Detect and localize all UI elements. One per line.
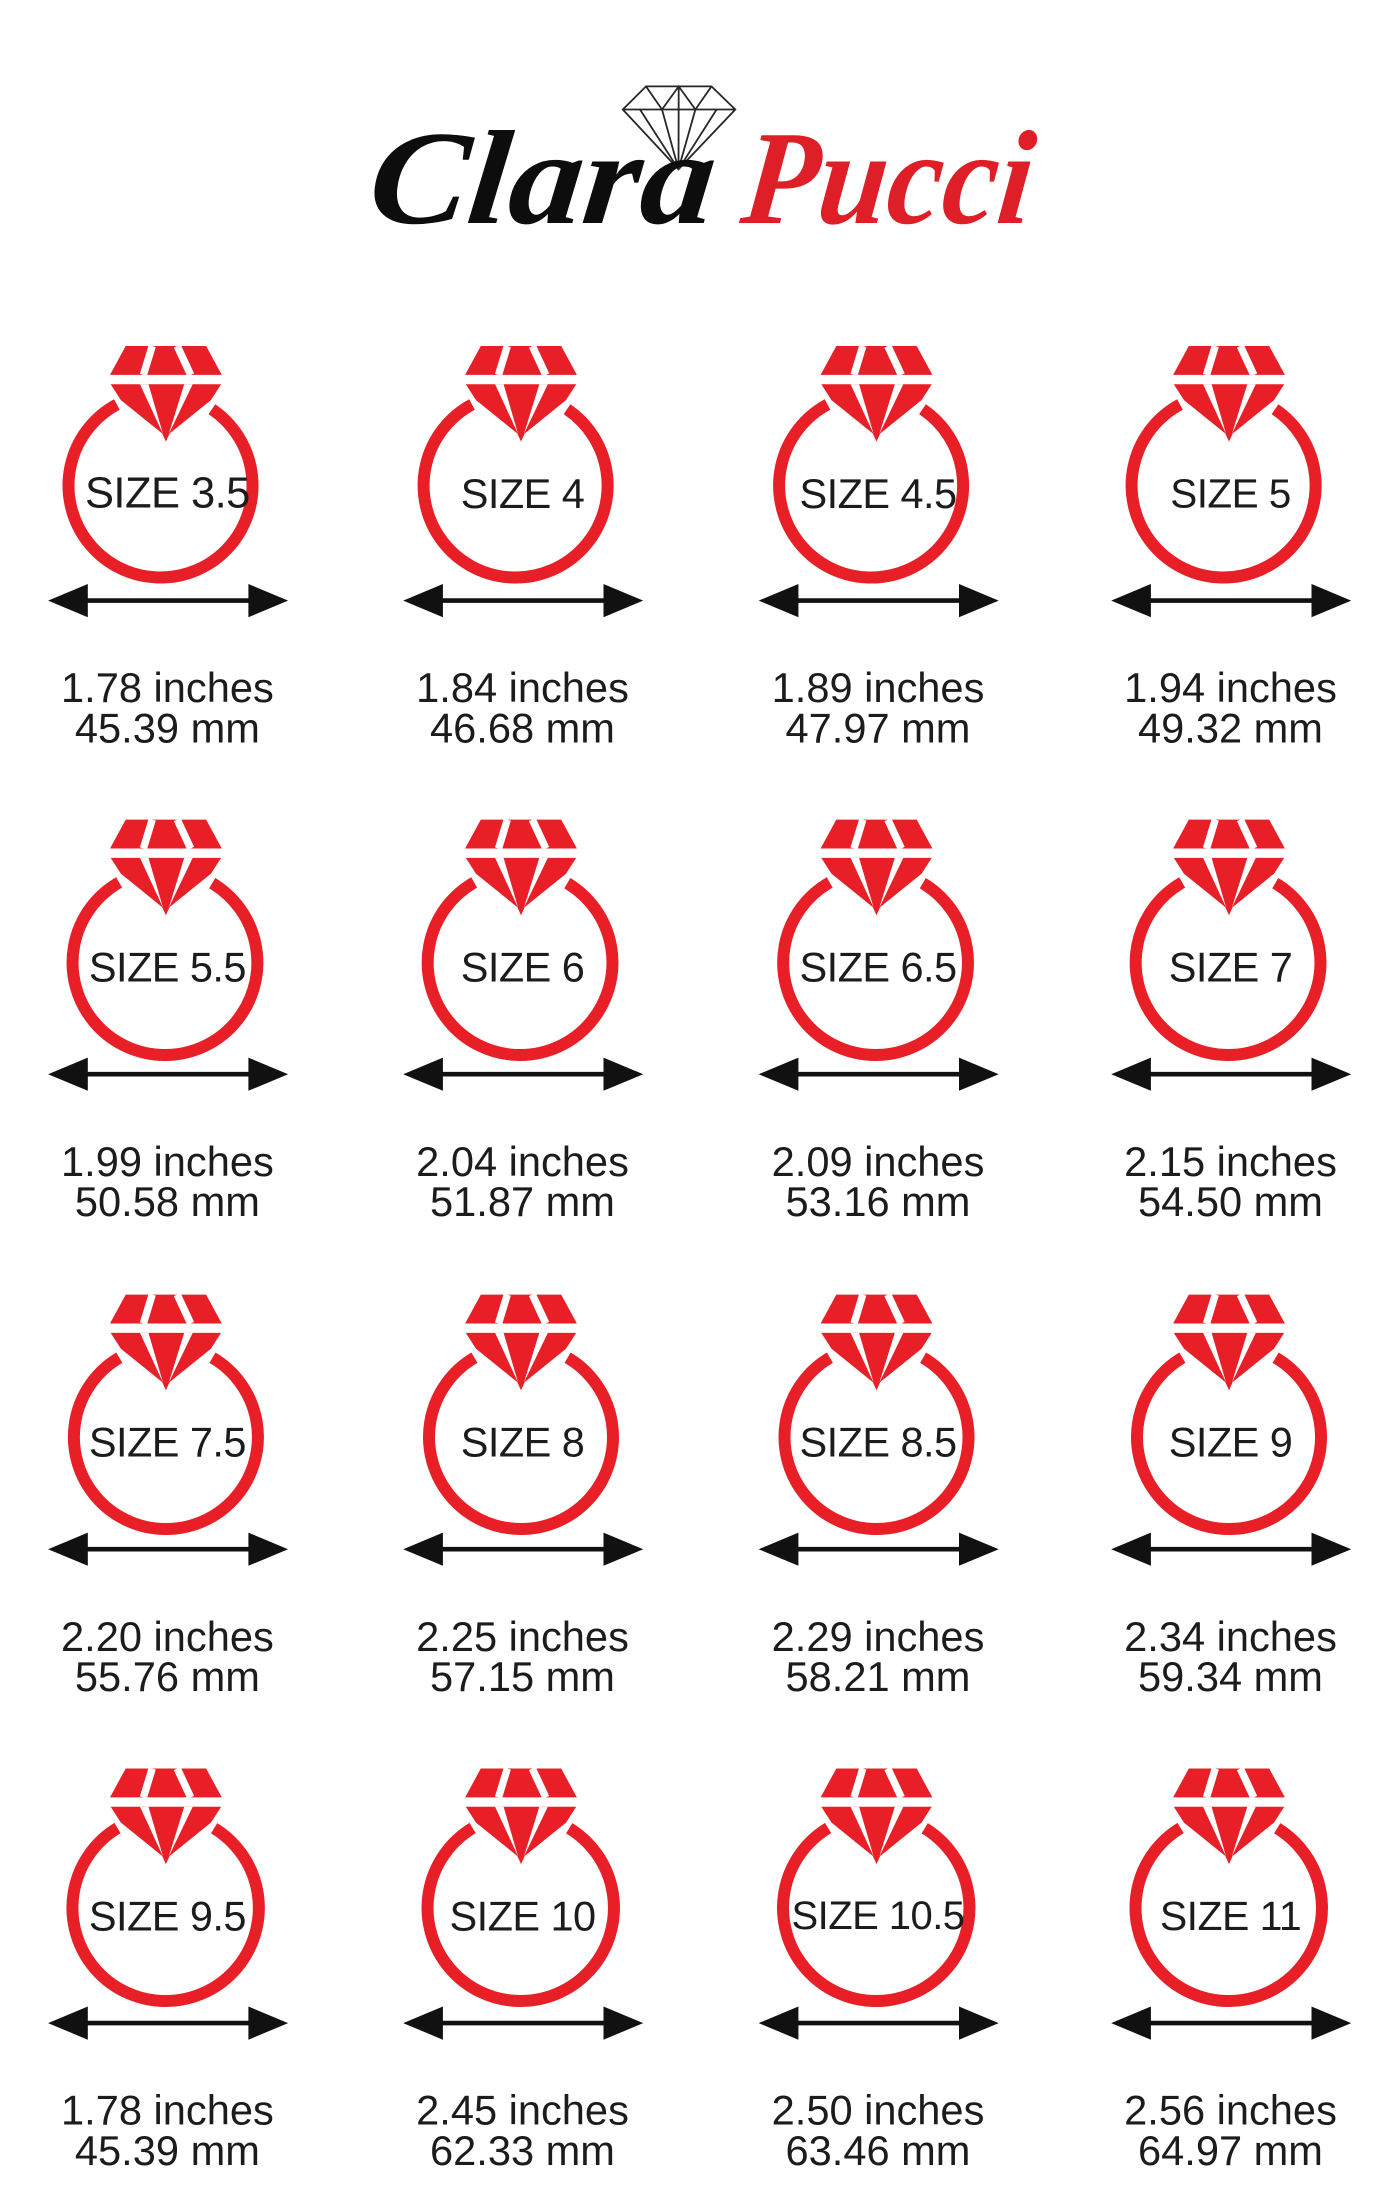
svg-text:54.50 mm: 54.50 mm bbox=[1138, 1178, 1323, 1225]
svg-text:SIZE 6.5: SIZE 6.5 bbox=[799, 944, 956, 991]
svg-text:2.50 inches: 2.50 inches bbox=[772, 2087, 985, 2134]
svg-text:55.76 mm: 55.76 mm bbox=[75, 1653, 260, 1700]
svg-text:2.29 inches: 2.29 inches bbox=[772, 1613, 985, 1660]
svg-text:1.84 inches: 1.84 inches bbox=[416, 664, 629, 711]
svg-text:2.15 inches: 2.15 inches bbox=[1124, 1138, 1337, 1185]
svg-text:SIZE 4: SIZE 4 bbox=[461, 470, 585, 517]
svg-text:2.09 inches: 2.09 inches bbox=[772, 1138, 985, 1185]
svg-text:2.04 inches: 2.04 inches bbox=[416, 1138, 629, 1185]
svg-text:63.46 mm: 63.46 mm bbox=[786, 2127, 971, 2174]
svg-text:SIZE 9.5: SIZE 9.5 bbox=[89, 1893, 246, 1940]
svg-text:SIZE 5: SIZE 5 bbox=[1170, 471, 1291, 517]
svg-text:SIZE 7.5: SIZE 7.5 bbox=[89, 1419, 246, 1466]
svg-text:SIZE 5.5: SIZE 5.5 bbox=[89, 944, 246, 991]
svg-text:SIZE 7: SIZE 7 bbox=[1169, 944, 1293, 991]
svg-text:64.97 mm: 64.97 mm bbox=[1138, 2127, 1323, 2174]
svg-text:2.56 inches: 2.56 inches bbox=[1124, 2087, 1337, 2134]
svg-text:50.58 mm: 50.58 mm bbox=[75, 1178, 260, 1225]
svg-text:62.33 mm: 62.33 mm bbox=[430, 2127, 615, 2174]
svg-text:SIZE 10.5: SIZE 10.5 bbox=[792, 1894, 965, 1938]
svg-text:SIZE 4.5: SIZE 4.5 bbox=[799, 470, 956, 517]
svg-text:1.99 inches: 1.99 inches bbox=[61, 1138, 274, 1185]
svg-text:SIZE 3.5: SIZE 3.5 bbox=[85, 470, 250, 518]
svg-text:SIZE 8: SIZE 8 bbox=[461, 1419, 585, 1466]
svg-text:49.32 mm: 49.32 mm bbox=[1138, 705, 1323, 752]
svg-text:59.34 mm: 59.34 mm bbox=[1138, 1653, 1323, 1700]
svg-text:45.39 mm: 45.39 mm bbox=[75, 2127, 260, 2174]
svg-text:SIZE 8.5: SIZE 8.5 bbox=[799, 1419, 956, 1466]
svg-text:SIZE 9: SIZE 9 bbox=[1169, 1419, 1293, 1466]
svg-text:1.94 inches: 1.94 inches bbox=[1124, 664, 1337, 711]
svg-text:45.39 mm: 45.39 mm bbox=[75, 705, 260, 752]
svg-text:1.78 inches: 1.78 inches bbox=[61, 664, 274, 711]
svg-text:1.89 inches: 1.89 inches bbox=[772, 664, 985, 711]
svg-text:SIZE 6: SIZE 6 bbox=[461, 944, 585, 991]
svg-text:SIZE 11: SIZE 11 bbox=[1160, 1893, 1301, 1939]
svg-text:2.34 inches: 2.34 inches bbox=[1124, 1613, 1337, 1660]
svg-text:1.78 inches: 1.78 inches bbox=[61, 2087, 274, 2134]
svg-text:47.97 mm: 47.97 mm bbox=[786, 705, 971, 752]
svg-text:2.45 inches: 2.45 inches bbox=[416, 2087, 629, 2134]
svg-text:58.21 mm: 58.21 mm bbox=[786, 1653, 971, 1700]
svg-text:2.20 inches: 2.20 inches bbox=[61, 1613, 274, 1660]
svg-text:Clara: Clara bbox=[363, 104, 724, 253]
svg-text:SIZE 10: SIZE 10 bbox=[449, 1893, 595, 1940]
svg-text:51.87 mm: 51.87 mm bbox=[430, 1178, 615, 1225]
svg-text:53.16 mm: 53.16 mm bbox=[786, 1178, 971, 1225]
svg-text:2.25 inches: 2.25 inches bbox=[416, 1613, 629, 1660]
svg-text:Pucci: Pucci bbox=[735, 104, 1042, 253]
svg-text:57.15 mm: 57.15 mm bbox=[430, 1653, 615, 1700]
svg-text:46.68 mm: 46.68 mm bbox=[430, 705, 615, 752]
